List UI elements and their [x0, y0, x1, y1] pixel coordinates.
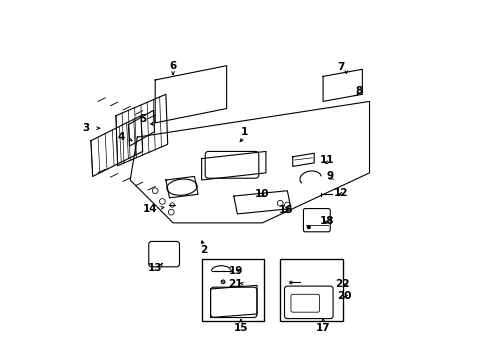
Text: 5: 5 — [139, 114, 146, 124]
Text: 13: 13 — [148, 262, 162, 273]
Text: 16: 16 — [278, 205, 292, 215]
Text: 10: 10 — [255, 189, 269, 199]
Text: 2: 2 — [200, 245, 206, 255]
Text: 9: 9 — [326, 171, 333, 181]
Bar — [280, 258, 342, 321]
Text: 14: 14 — [142, 203, 157, 213]
Text: 11: 11 — [319, 156, 333, 165]
Text: 19: 19 — [228, 266, 242, 276]
Text: 3: 3 — [82, 123, 89, 133]
Text: 15: 15 — [233, 323, 248, 333]
Text: 21: 21 — [228, 279, 243, 289]
Text: 7: 7 — [337, 63, 344, 72]
Text: 20: 20 — [337, 291, 351, 301]
Text: 1: 1 — [241, 127, 247, 137]
Text: 6: 6 — [169, 61, 176, 71]
Text: 12: 12 — [333, 188, 347, 198]
Text: 18: 18 — [319, 216, 333, 226]
Text: 8: 8 — [354, 86, 362, 96]
Text: 4: 4 — [117, 132, 125, 142]
Bar — [201, 258, 264, 321]
Text: 17: 17 — [315, 323, 330, 333]
Text: 22: 22 — [335, 279, 349, 289]
Circle shape — [306, 225, 310, 229]
